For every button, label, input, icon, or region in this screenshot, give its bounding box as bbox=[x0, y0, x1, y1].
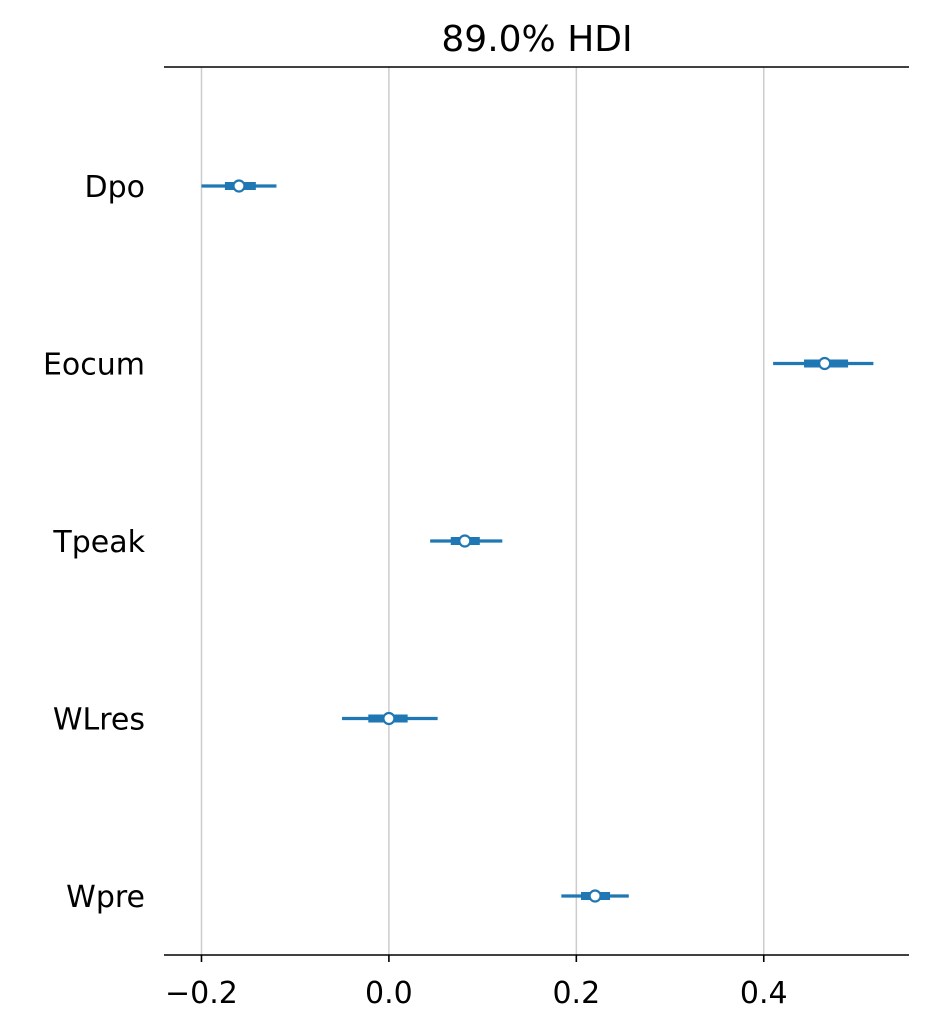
x-tick-label: 0.2 bbox=[552, 976, 600, 1011]
y-tick-label: Eocum bbox=[43, 348, 145, 383]
x-axis-ticks: −0.2 0.0 0.2 0.4 bbox=[165, 955, 788, 1011]
hdi-row bbox=[430, 534, 503, 548]
grid-lines bbox=[200, 67, 765, 955]
hdi-intervals bbox=[201, 179, 874, 903]
x-tick-label: −0.2 bbox=[165, 976, 238, 1011]
y-tick-label: WLres bbox=[53, 703, 145, 738]
y-tick-label: Dpo bbox=[85, 170, 146, 205]
point-estimate bbox=[382, 711, 396, 726]
point-estimate bbox=[458, 534, 472, 548]
y-tick-label: Tpeak bbox=[52, 525, 145, 560]
x-tick-label: 0.0 bbox=[365, 976, 413, 1011]
point-estimate bbox=[232, 179, 246, 193]
hdi-row bbox=[201, 179, 277, 193]
point-estimate bbox=[588, 889, 602, 903]
hdi-row bbox=[773, 356, 874, 371]
y-tick-label: Wpre bbox=[66, 880, 145, 915]
point-estimate bbox=[818, 356, 832, 371]
hdi-row bbox=[561, 889, 629, 903]
x-tick-label: 0.4 bbox=[740, 976, 788, 1011]
chart-title: 89.0% HDI bbox=[441, 19, 632, 60]
y-axis-labels: Dpo Eocum Tpeak WLres Wpre bbox=[43, 170, 146, 915]
hdi-row bbox=[342, 711, 438, 726]
